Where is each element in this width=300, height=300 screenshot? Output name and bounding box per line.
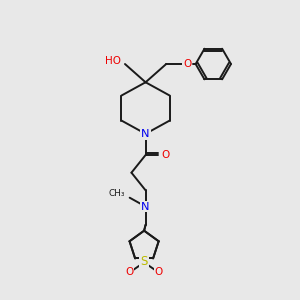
Text: O: O: [125, 267, 134, 277]
Text: CH₃: CH₃: [109, 189, 125, 198]
Text: S: S: [140, 255, 148, 268]
Text: O: O: [155, 267, 163, 277]
Text: HO: HO: [105, 56, 121, 66]
Text: O: O: [183, 59, 191, 69]
Text: O: O: [161, 150, 169, 160]
Text: N: N: [141, 202, 150, 212]
Text: N: N: [141, 129, 150, 139]
